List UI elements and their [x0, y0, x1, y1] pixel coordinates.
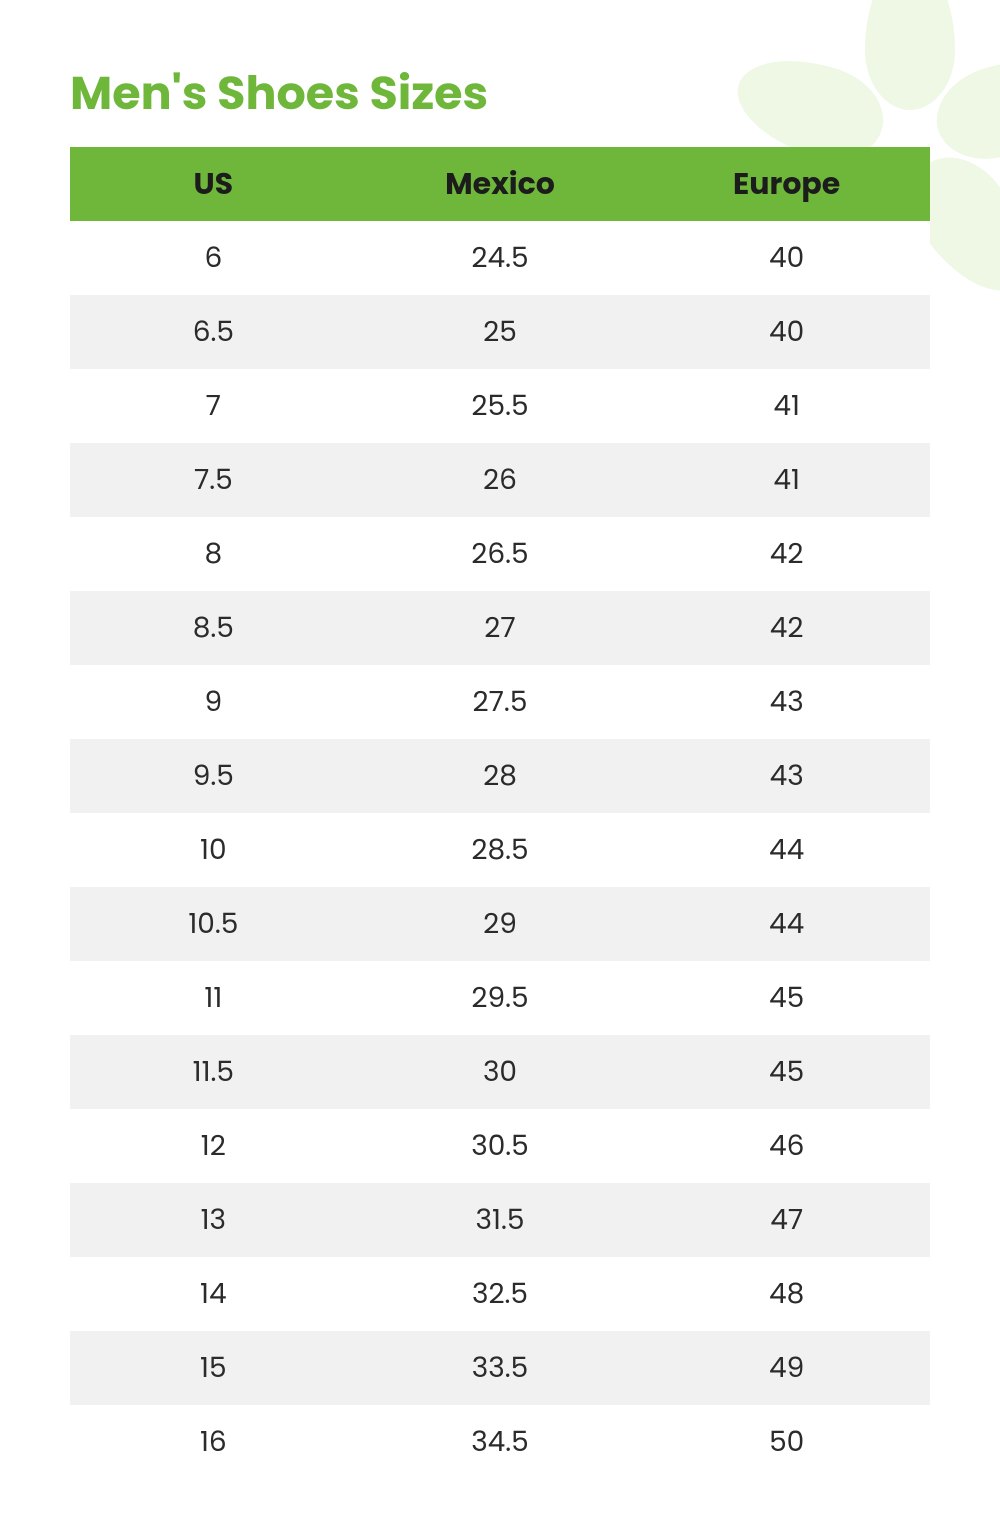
- column-header-europe: Europe: [643, 147, 930, 221]
- table-cell: 25: [357, 295, 644, 369]
- table-row: 1634.550: [70, 1405, 930, 1479]
- table-cell: 26: [357, 443, 644, 517]
- table-header-row: US Mexico Europe: [70, 147, 930, 221]
- table-row: 7.52641: [70, 443, 930, 517]
- table-cell: 8.5: [70, 591, 357, 665]
- table-row: 624.540: [70, 221, 930, 295]
- table-row: 1533.549: [70, 1331, 930, 1405]
- table-cell: 45: [643, 961, 930, 1035]
- table-row: 725.541: [70, 369, 930, 443]
- table-row: 9.52843: [70, 739, 930, 813]
- table-cell: 28.5: [357, 813, 644, 887]
- table-cell: 26.5: [357, 517, 644, 591]
- table-cell: 14: [70, 1257, 357, 1331]
- table-cell: 42: [643, 517, 930, 591]
- table-cell: 50: [643, 1405, 930, 1479]
- table-cell: 46: [643, 1109, 930, 1183]
- table-cell: 27.5: [357, 665, 644, 739]
- table-cell: 6.5: [70, 295, 357, 369]
- table-row: 1432.548: [70, 1257, 930, 1331]
- table-cell: 44: [643, 887, 930, 961]
- table-cell: 43: [643, 739, 930, 813]
- table-cell: 29: [357, 887, 644, 961]
- table-cell: 9.5: [70, 739, 357, 813]
- table-cell: 40: [643, 221, 930, 295]
- table-cell: 29.5: [357, 961, 644, 1035]
- table-cell: 10.5: [70, 887, 357, 961]
- table-cell: 15: [70, 1331, 357, 1405]
- table-cell: 31.5: [357, 1183, 644, 1257]
- table-cell: 16: [70, 1405, 357, 1479]
- column-header-mexico: Mexico: [357, 147, 644, 221]
- table-cell: 24.5: [357, 221, 644, 295]
- table-row: 11.53045: [70, 1035, 930, 1109]
- table-cell: 33.5: [357, 1331, 644, 1405]
- table-cell: 45: [643, 1035, 930, 1109]
- table-cell: 41: [643, 443, 930, 517]
- shoe-size-table: US Mexico Europe 624.5406.52540725.5417.…: [70, 147, 930, 1479]
- table-cell: 34.5: [357, 1405, 644, 1479]
- table-cell: 49: [643, 1331, 930, 1405]
- table-cell: 47: [643, 1183, 930, 1257]
- table-cell: 13: [70, 1183, 357, 1257]
- table-row: 1331.547: [70, 1183, 930, 1257]
- table-cell: 10: [70, 813, 357, 887]
- table-cell: 32.5: [357, 1257, 644, 1331]
- table-cell: 7: [70, 369, 357, 443]
- page-title: Men's Shoes Sizes: [70, 60, 930, 129]
- table-row: 1230.546: [70, 1109, 930, 1183]
- table-row: 927.543: [70, 665, 930, 739]
- content-wrapper: Men's Shoes Sizes US Mexico Europe 624.5…: [0, 0, 1000, 1519]
- table-cell: 8: [70, 517, 357, 591]
- table-cell: 30.5: [357, 1109, 644, 1183]
- table-cell: 41: [643, 369, 930, 443]
- table-cell: 44: [643, 813, 930, 887]
- table-cell: 11: [70, 961, 357, 1035]
- table-cell: 9: [70, 665, 357, 739]
- table-cell: 11.5: [70, 1035, 357, 1109]
- table-row: 10.52944: [70, 887, 930, 961]
- table-row: 1028.544: [70, 813, 930, 887]
- table-row: 1129.545: [70, 961, 930, 1035]
- table-cell: 43: [643, 665, 930, 739]
- table-cell: 12: [70, 1109, 357, 1183]
- column-header-us: US: [70, 147, 357, 221]
- table-cell: 30: [357, 1035, 644, 1109]
- table-cell: 40: [643, 295, 930, 369]
- table-cell: 7.5: [70, 443, 357, 517]
- table-cell: 28: [357, 739, 644, 813]
- table-cell: 25.5: [357, 369, 644, 443]
- table-row: 826.542: [70, 517, 930, 591]
- table-cell: 6: [70, 221, 357, 295]
- table-row: 6.52540: [70, 295, 930, 369]
- table-cell: 42: [643, 591, 930, 665]
- table-cell: 27: [357, 591, 644, 665]
- table-row: 8.52742: [70, 591, 930, 665]
- table-cell: 48: [643, 1257, 930, 1331]
